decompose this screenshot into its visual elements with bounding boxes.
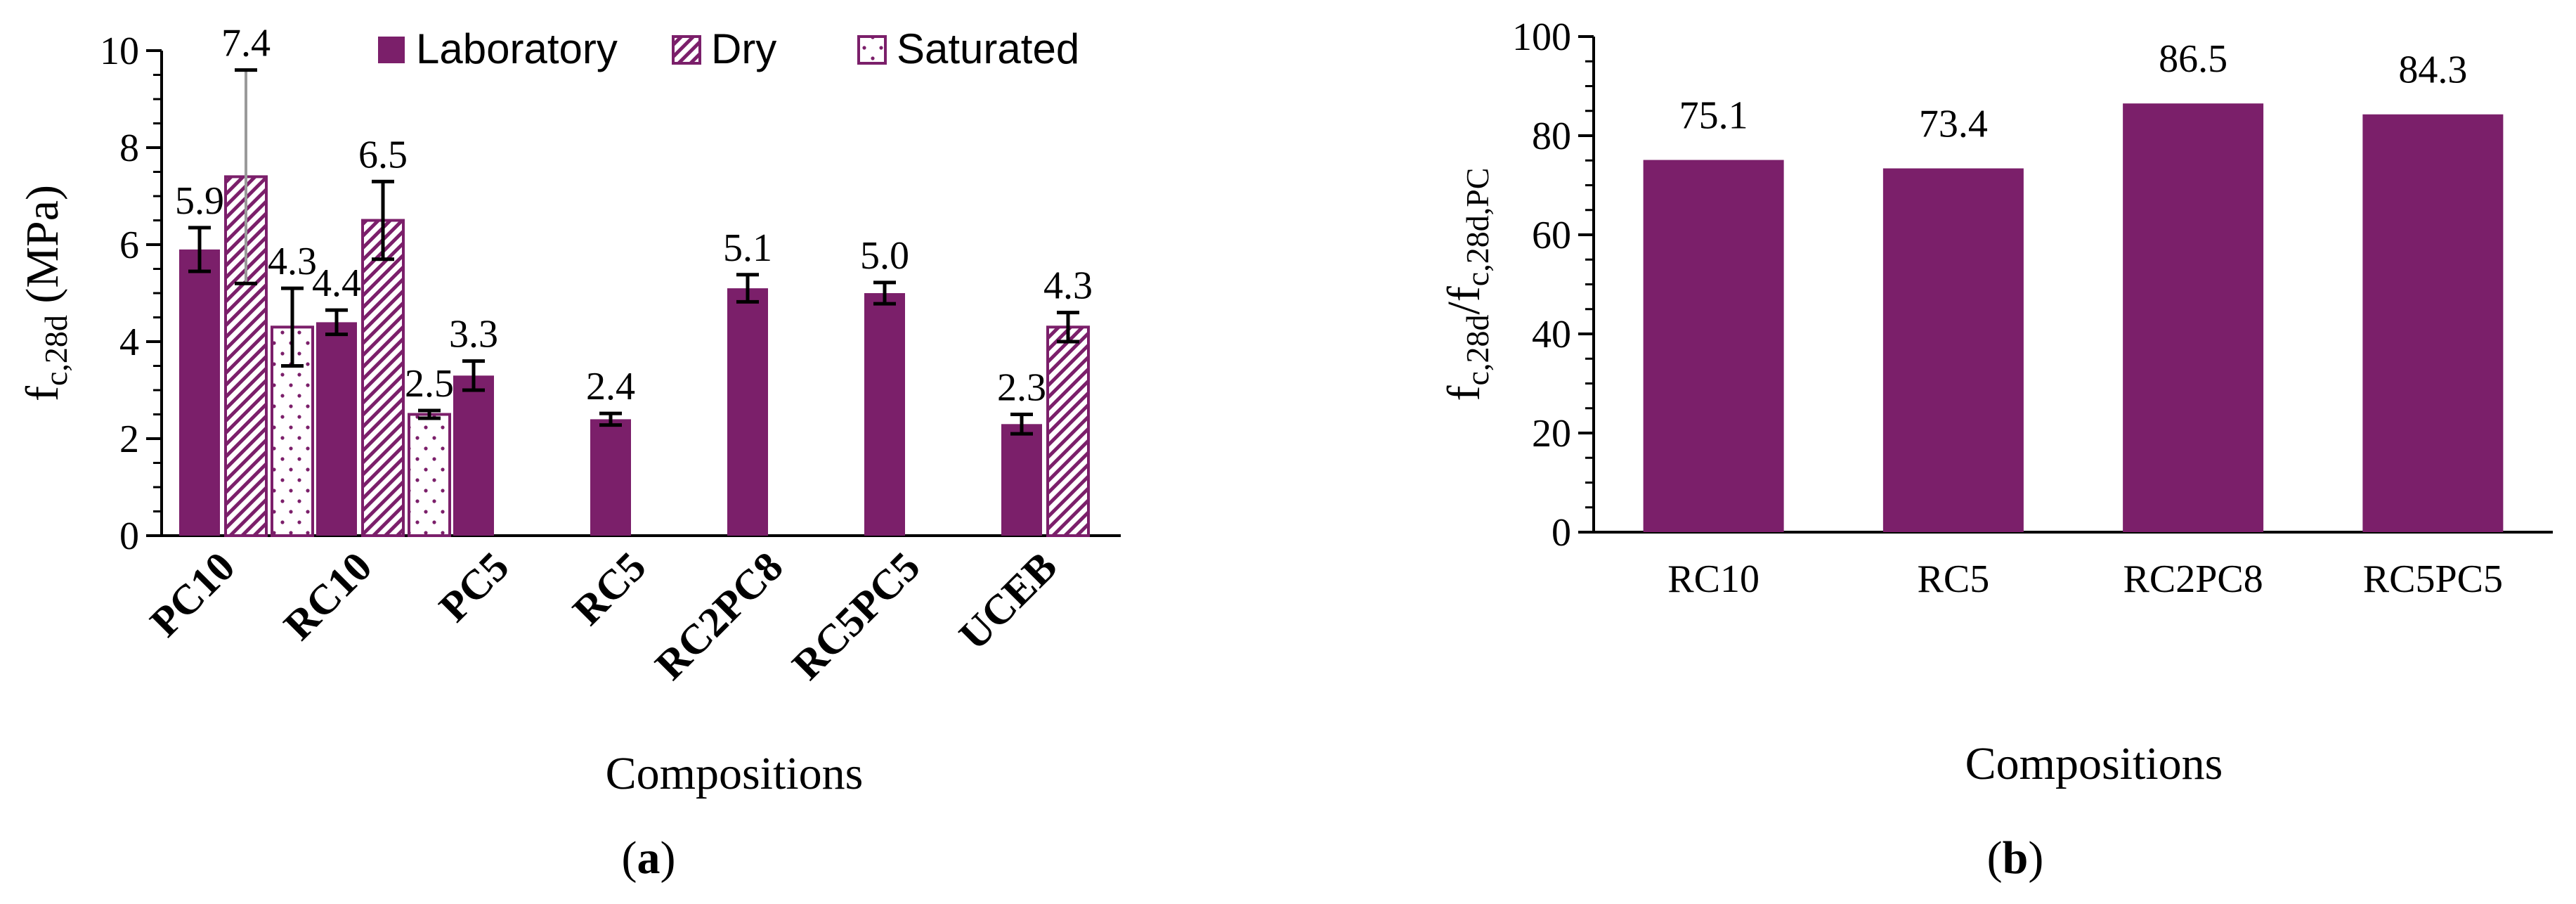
y-tick-label: 20 <box>1532 412 1571 456</box>
data-label: 86.5 <box>2159 37 2227 81</box>
bar <box>2362 114 2504 532</box>
x-tick-label: RC5PC5 <box>783 543 929 689</box>
bar <box>2123 103 2264 533</box>
y-tick-label: 60 <box>1532 214 1571 257</box>
bar-saturated <box>408 413 451 537</box>
y-axis-title: fc,28d (MPa) <box>17 185 74 401</box>
y-axis-title: fc,28d/fc,28d,PC <box>1438 168 1495 401</box>
data-label: 4.4 <box>312 261 361 305</box>
bar-laboratory <box>864 293 905 536</box>
y-tick-label: 80 <box>1532 115 1571 158</box>
y-tick-label: 8 <box>119 127 139 170</box>
bar <box>1882 168 2024 532</box>
x-tick-label: UCEB <box>950 543 1066 659</box>
panel-label-open: ( <box>622 832 637 884</box>
panel-label-close: ) <box>2028 832 2043 884</box>
y-axis-title-sub2: c,28d,PC <box>1459 168 1495 287</box>
x-tick-label: RC5 <box>1918 557 1990 601</box>
x-tick-label: RC10 <box>1667 557 1759 601</box>
data-label: 84.3 <box>2398 49 2467 92</box>
legend-swatch-laboratory <box>378 37 405 63</box>
panel-label-close: ) <box>661 832 676 884</box>
y-tick-label: 10 <box>100 30 139 73</box>
data-label: 75.1 <box>1679 94 1748 138</box>
data-label: 2.5 <box>405 362 454 406</box>
panel-label-a: (a) <box>622 832 676 884</box>
x-tick-label: PC5 <box>430 543 517 631</box>
data-label: 3.3 <box>449 313 498 356</box>
y-tick-label: 0 <box>1552 511 1571 555</box>
x-tick-label: RC2PC8 <box>2123 557 2263 601</box>
chart-b: 0 20 40 60 80 100 75.1 RC10 73.4 RC5 86.5 RC2PC8 84.… <box>1438 15 2553 884</box>
panel-label-letter: b <box>2003 832 2029 884</box>
data-label: 4.3 <box>1043 264 1093 308</box>
x-tick-label: RC5PC5 <box>2363 557 2503 601</box>
x-tick-label: RC2PC8 <box>646 543 792 689</box>
x-axis-title: Compositions <box>1965 738 2223 789</box>
data-label: 73.4 <box>1919 103 1988 146</box>
data-label: 5.9 <box>175 179 224 223</box>
data-label: 4.3 <box>268 240 317 283</box>
y-axis-title-main: f <box>17 386 68 401</box>
bar-laboratory <box>179 249 220 536</box>
bar-laboratory <box>727 288 768 536</box>
panel-label-letter: a <box>637 832 661 884</box>
y-axis-title-sub: c,28d <box>38 315 74 386</box>
panel-label-open: ( <box>1987 832 2003 884</box>
legend-label: Dry <box>711 25 776 72</box>
legend-swatch-saturated <box>857 35 887 65</box>
legend-label: Saturated <box>897 25 1079 72</box>
y-axis-title-unit: (MPa) <box>17 185 68 315</box>
data-label: 5.0 <box>860 234 909 278</box>
y-tick-label: 6 <box>119 224 139 267</box>
y-axis-title-sub: c,28d <box>1459 315 1495 386</box>
legend-swatch-dry <box>672 35 701 65</box>
y-axis-title-main: f <box>1438 385 1490 401</box>
bar-dry <box>361 219 405 537</box>
legend-label: Laboratory <box>416 25 618 72</box>
y-tick-label: 0 <box>119 515 139 558</box>
data-label: 6.5 <box>358 133 408 176</box>
data-label: 7.4 <box>221 22 271 65</box>
data-label: 5.1 <box>723 226 772 270</box>
panel-label-b: (b) <box>1987 832 2044 884</box>
data-label: 2.3 <box>997 366 1046 410</box>
x-tick-label: RC10 <box>275 543 380 649</box>
x-tick-label: RC5 <box>564 543 655 634</box>
y-tick-label: 40 <box>1532 313 1571 356</box>
y-axis-title-slash: /f <box>1438 286 1490 314</box>
x-tick-label: PC10 <box>141 543 244 646</box>
bar <box>1643 160 1784 533</box>
data-label: 2.4 <box>586 365 635 408</box>
y-tick-label: 2 <box>119 418 139 461</box>
x-axis-title: Compositions <box>606 748 864 799</box>
bar-laboratory <box>590 419 631 536</box>
bar-laboratory <box>1001 424 1042 536</box>
chart-a: 0 2 4 6 8 10 5.9 7.4 4.3 PC10 4.4 6.5 2.5 RC10 3.3 PC5 2… <box>17 22 1121 884</box>
bar-dry <box>1046 325 1090 537</box>
y-tick-label: 100 <box>1512 15 1571 59</box>
bar-laboratory <box>316 322 357 536</box>
y-tick-label: 4 <box>119 321 139 364</box>
bar-laboratory <box>453 375 494 536</box>
